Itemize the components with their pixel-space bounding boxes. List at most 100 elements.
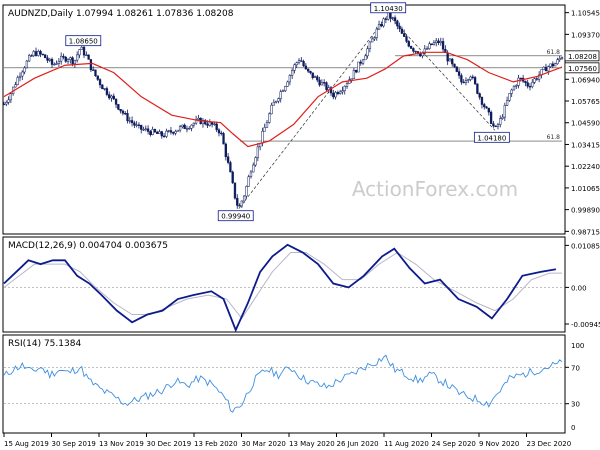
candle-body (133, 122, 136, 126)
candle-body (101, 84, 104, 90)
candle-body (128, 120, 131, 122)
candle-body (469, 76, 472, 80)
candle-body (439, 41, 442, 44)
candle-body (222, 133, 225, 145)
candle-body (119, 109, 122, 112)
candle-body (446, 52, 449, 62)
candle-body (18, 75, 22, 78)
candle-body (94, 69, 97, 77)
rsi-title: RSI(14) 75.1384 (8, 339, 81, 349)
x-tick-label: 26 Jun 2020 (337, 440, 379, 448)
level-price-marker-label: 1.07560 (568, 65, 597, 73)
macd-lines (3, 243, 562, 333)
candle-body (30, 55, 33, 57)
candle-body (355, 69, 358, 73)
candle-body (544, 66, 548, 72)
annotation-box (473, 131, 510, 143)
candle-body (146, 128, 150, 132)
candle-body (345, 83, 349, 87)
macd-tick-label: 0.010856 (571, 242, 600, 250)
candle-body (295, 62, 298, 66)
candle-body (531, 82, 534, 87)
candle-body (160, 131, 163, 137)
annotation-label: 1.08650 (69, 38, 98, 46)
candle-body (304, 65, 308, 70)
candle-body (44, 54, 47, 59)
candle-body (515, 85, 518, 87)
candle-body (549, 63, 552, 67)
candle-body (542, 66, 545, 70)
candle-body (261, 131, 264, 144)
candle-body (537, 74, 541, 80)
candle-body (14, 84, 17, 88)
candle-body (460, 75, 463, 83)
candle-body (92, 69, 95, 71)
candle-body (473, 77, 477, 85)
candle-body (547, 66, 550, 72)
candle-body (332, 92, 335, 98)
candle-body (533, 78, 536, 83)
candle-body (396, 20, 399, 27)
candle-body (82, 46, 86, 56)
candle-body (409, 45, 413, 49)
candle-body (368, 41, 372, 49)
candle-body (414, 50, 417, 53)
candle-body (375, 28, 378, 38)
candle-body (377, 24, 381, 30)
price-markers: 1.08208 1.07560 (564, 50, 600, 74)
candle-body (412, 48, 415, 52)
candle-body (364, 55, 367, 61)
candle-body (256, 146, 259, 158)
price-tick-label: 0.99890 (571, 207, 600, 215)
candle-body (430, 43, 433, 45)
candle-body (284, 86, 287, 92)
price-tick-label: 1.01065 (571, 185, 600, 193)
candle-body (78, 49, 81, 56)
candle-body (448, 58, 452, 62)
candle-body (213, 123, 216, 125)
candle-body (288, 75, 292, 83)
candle-body (524, 80, 527, 83)
candle-body (441, 41, 445, 50)
candle-body (297, 60, 301, 63)
candle-body (334, 92, 337, 98)
candle-body (270, 104, 273, 115)
price-tick-label: 1.10545 (571, 10, 600, 18)
candle-body (69, 57, 72, 60)
candle-body (371, 38, 374, 43)
level-price-marker-box (564, 62, 600, 74)
candle-body (176, 129, 179, 132)
candle-body (62, 55, 65, 58)
candle-body (480, 97, 484, 105)
trend-line (387, 14, 496, 131)
candle-body (137, 124, 141, 126)
candle-body (487, 107, 490, 113)
candle-body (142, 129, 145, 131)
annotation-label: 1.04180 (477, 134, 506, 142)
candle-body (510, 89, 513, 94)
price-tick-label: 1.09370 (571, 31, 600, 39)
candle-body (400, 28, 404, 34)
candle-body (348, 79, 351, 84)
candle-body (103, 88, 106, 90)
candle-body (57, 60, 61, 64)
rsi-tick-label: 70 (571, 364, 580, 372)
candle-body (87, 54, 90, 60)
candle-body (485, 106, 488, 109)
candle-body (89, 59, 93, 71)
candle-body (432, 42, 436, 45)
price-candles (2, 8, 564, 209)
candle-body (494, 125, 497, 128)
annotation-label: 0.99940 (221, 213, 250, 221)
candle-body (34, 51, 38, 56)
rsi-tick-label: 30 (571, 401, 580, 409)
candle-body (350, 78, 353, 81)
candle-body (373, 37, 376, 40)
candle-body (201, 120, 205, 125)
candle-body (32, 51, 35, 56)
candle-body (453, 63, 456, 68)
x-tick-label: 30 Dec 2019 (147, 440, 192, 448)
candle-body (391, 17, 394, 19)
candle-body (240, 200, 243, 207)
candle-body (286, 81, 289, 87)
